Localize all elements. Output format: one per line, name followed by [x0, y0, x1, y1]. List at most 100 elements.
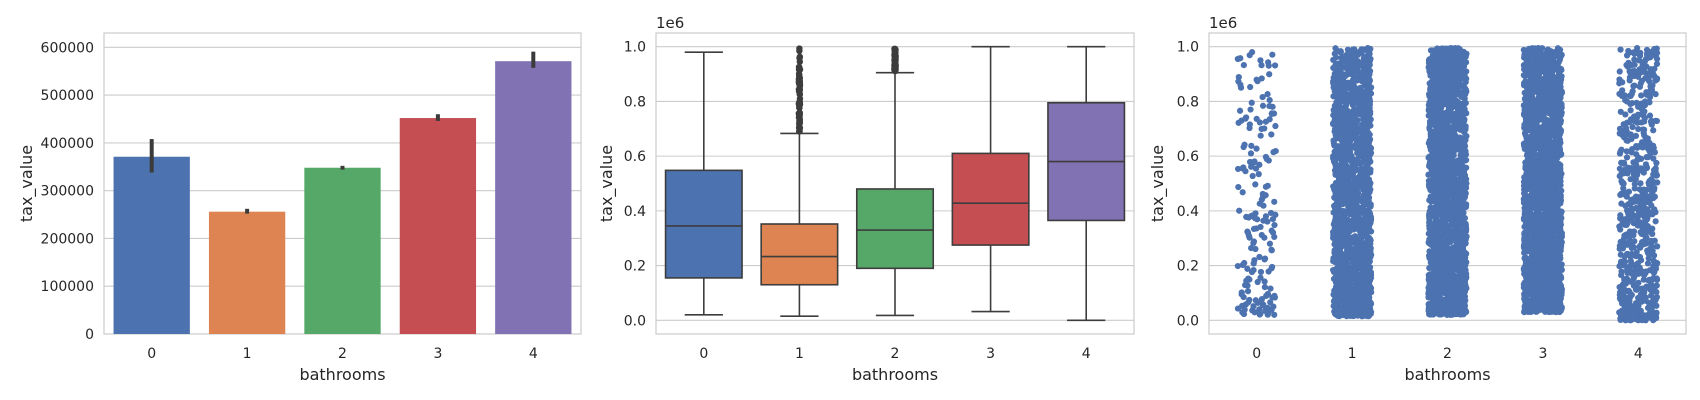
strip-point: [1336, 230, 1343, 237]
strip-point: [1367, 219, 1374, 227]
strip-point: [1436, 115, 1443, 123]
strip-point: [1258, 125, 1265, 133]
strip-point: [1330, 256, 1338, 263]
strip-point: [1267, 285, 1274, 292]
strip-point: [1235, 55, 1242, 62]
strip-point: [1431, 169, 1439, 176]
strip-point: [1363, 268, 1370, 275]
box-y-tick-label: 0.2: [624, 259, 646, 275]
strip-point: [1461, 116, 1468, 123]
strip-point: [1447, 213, 1454, 221]
strip-point: [1432, 108, 1440, 115]
strip-point: [1349, 295, 1356, 302]
strip-point: [1267, 299, 1274, 306]
strip-point: [1360, 173, 1367, 181]
box-x-tick-label: 4: [1082, 346, 1091, 362]
strip-point: [1236, 107, 1244, 114]
strip-point: [1437, 49, 1445, 57]
strip-point: [1335, 172, 1343, 179]
strip-point: [1339, 106, 1346, 113]
strip-point: [1348, 49, 1356, 56]
strip-point: [1332, 106, 1339, 114]
strip-point: [1234, 305, 1242, 312]
box-y-tick-label: 0.4: [624, 204, 646, 220]
strip-point: [1252, 165, 1260, 172]
box-3: [951, 152, 1030, 246]
strip-point: [1461, 215, 1469, 222]
strip-point: [1271, 233, 1278, 240]
strip-point: [1252, 181, 1259, 188]
strip-point: [1451, 66, 1458, 74]
strip-point: [1331, 167, 1339, 174]
strip-point: [1258, 196, 1265, 203]
strip-point: [1272, 122, 1279, 130]
strip-point: [1251, 158, 1258, 165]
strip-point: [1449, 129, 1456, 136]
strip-point: [1336, 284, 1343, 291]
strip-point: [1269, 215, 1277, 223]
strip-point: [1454, 240, 1461, 247]
strip-point: [1367, 228, 1375, 235]
strip-point: [1257, 57, 1264, 64]
outlier-point: [796, 66, 804, 73]
strip-point: [1445, 191, 1452, 198]
strip-point: [1261, 234, 1268, 241]
strip-point: [1425, 64, 1432, 72]
strip-point: [1355, 297, 1362, 304]
strip-point: [1437, 287, 1444, 294]
bar-y-tick-label: 300000: [41, 184, 94, 200]
strip-point: [1344, 152, 1351, 160]
strip-point: [1364, 116, 1371, 124]
strip-point: [1258, 295, 1266, 303]
strip-point: [1261, 256, 1268, 263]
box-0: [664, 169, 743, 279]
strip-point: [1329, 266, 1337, 274]
strip-point: [1361, 89, 1368, 96]
strip-point: [1443, 126, 1450, 133]
strip-point: [1271, 62, 1279, 69]
strip-point: [1458, 274, 1465, 281]
strip-point: [1451, 135, 1458, 143]
strip-point: [1355, 74, 1362, 82]
strip-point: [1242, 115, 1249, 122]
strip-point: [1344, 195, 1351, 202]
strip-point: [1347, 133, 1354, 140]
strip-point: [1253, 145, 1260, 152]
strip-point: [1435, 196, 1442, 204]
strip-point: [1244, 288, 1252, 295]
strip-point: [1450, 174, 1457, 181]
strip-point: [1355, 158, 1362, 166]
strip-point: [1256, 311, 1263, 318]
strip-point: [1357, 110, 1364, 117]
strip-point: [1445, 118, 1452, 125]
strip-point: [1433, 176, 1441, 183]
strip-point: [1235, 78, 1242, 85]
strip-point: [1437, 134, 1444, 141]
strip-point: [1271, 198, 1278, 205]
strip-point: [1341, 128, 1348, 135]
outlier-point: [796, 114, 803, 121]
outlier-point: [796, 78, 803, 85]
strip-point: [1441, 242, 1448, 249]
strip-point: [1261, 284, 1268, 291]
strip-point: [1337, 267, 1344, 274]
strip-point: [1444, 283, 1451, 291]
strip-point: [1248, 142, 1255, 149]
strip-point: [1352, 115, 1359, 122]
strip-point: [1366, 77, 1373, 84]
strip-point: [1246, 276, 1253, 283]
outlier-point: [795, 128, 803, 135]
strip-point: [1330, 302, 1337, 310]
strip-point: [1354, 248, 1362, 255]
outlier-point: [796, 102, 803, 109]
strip-point: [1367, 240, 1374, 248]
strip-point: [1428, 55, 1436, 62]
strip-point: [1353, 256, 1361, 263]
strip-point: [1433, 296, 1440, 303]
outlier-point: [891, 56, 898, 64]
strip-point: [1434, 265, 1441, 272]
